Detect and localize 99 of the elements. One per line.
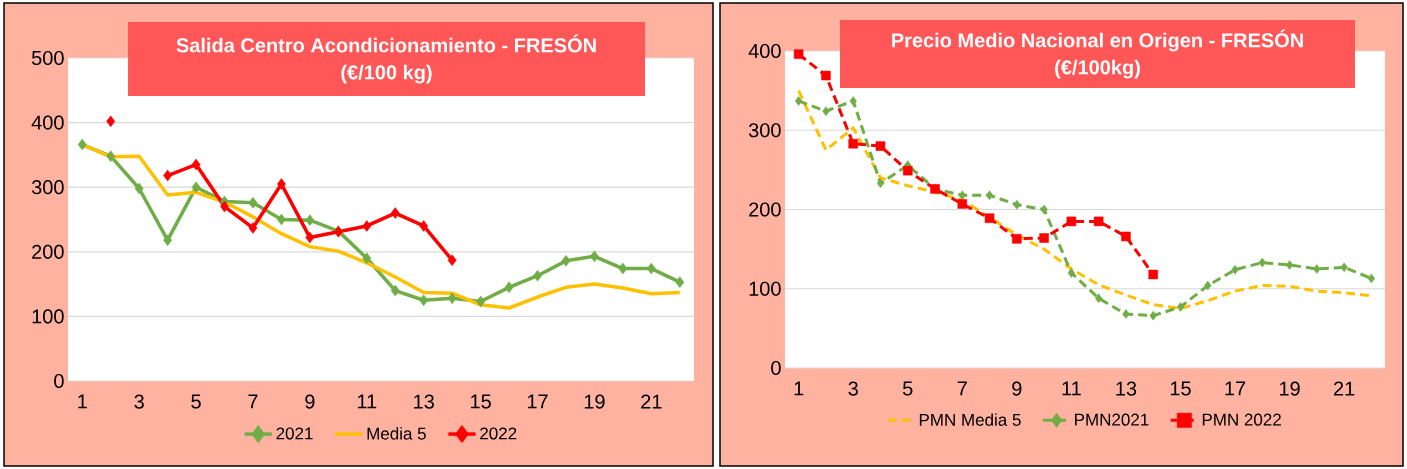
- legend-label: 2022: [480, 427, 517, 440]
- point: [504, 281, 514, 294]
- legend-label: PMN 2022: [1202, 413, 1281, 426]
- point: [1176, 302, 1185, 312]
- point: [305, 231, 315, 244]
- x-tick-label: 5: [902, 381, 913, 396]
- point: [849, 96, 857, 106]
- y-tick-label: 200: [749, 202, 781, 217]
- point: [958, 190, 966, 200]
- point: [191, 181, 201, 193]
- y-tick-label: 300: [748, 123, 781, 138]
- point: [876, 178, 885, 189]
- point: [822, 106, 830, 116]
- point: [984, 213, 995, 223]
- point: [163, 234, 172, 246]
- point: [1095, 293, 1103, 303]
- x-tick-label: 19: [1279, 381, 1300, 396]
- x-tick-label: 7: [957, 381, 967, 396]
- x-tick-label: 11: [357, 394, 377, 409]
- x-tick-label: 9: [305, 394, 315, 409]
- point: [1231, 264, 1239, 275]
- x-tick-label: 1: [78, 394, 87, 409]
- point: [447, 292, 457, 305]
- point: [1122, 309, 1130, 319]
- point: [1013, 199, 1021, 210]
- point: [1149, 310, 1157, 321]
- point: [985, 190, 994, 200]
- point: [277, 178, 286, 190]
- x-tick-label: 21: [1333, 381, 1355, 396]
- point: [1012, 234, 1022, 244]
- point: [134, 182, 144, 195]
- point: [106, 150, 116, 162]
- y-tick-label: 200: [32, 244, 64, 259]
- point: [248, 222, 258, 234]
- x-tick-label: 3: [848, 381, 858, 396]
- y-tick-label: 100: [32, 309, 64, 324]
- point: [903, 165, 913, 176]
- point: [362, 252, 372, 264]
- point: [795, 96, 803, 106]
- x-tick-label: 3: [134, 394, 144, 409]
- point: [1066, 216, 1077, 227]
- point: [1204, 280, 1212, 291]
- x-tick-label: 9: [1012, 381, 1022, 396]
- point: [390, 207, 400, 219]
- legend-label: PMN2021: [1075, 413, 1149, 426]
- legend-label: Media 5: [367, 427, 426, 440]
- point: [447, 254, 457, 266]
- y-tick-label: 0: [54, 373, 64, 389]
- legend-label: 2021: [276, 427, 313, 440]
- x-tick-label: 17: [527, 394, 548, 409]
- x-tick-label: 7: [248, 394, 258, 409]
- x-tick-label: 15: [1170, 381, 1191, 396]
- x-tick-label: 17: [1225, 381, 1246, 396]
- point: [561, 255, 571, 267]
- y-tick-label: 0: [771, 360, 781, 376]
- point: [1067, 268, 1076, 278]
- point: [957, 199, 968, 209]
- x-tick-label: 15: [471, 394, 491, 409]
- point: [1313, 264, 1321, 274]
- point: [77, 138, 87, 151]
- x-tick-label: 19: [584, 394, 605, 409]
- y-tick-label: 400: [31, 115, 64, 130]
- x-tick-label: 13: [414, 394, 434, 409]
- point: [362, 220, 372, 232]
- point: [106, 115, 116, 128]
- point: [1367, 273, 1376, 284]
- point: [191, 158, 201, 171]
- point: [875, 141, 886, 151]
- y-tick-label: 300: [31, 180, 64, 195]
- point: [821, 70, 831, 81]
- y-tick-label: 400: [748, 43, 781, 59]
- point: [1258, 257, 1266, 268]
- chart-title: Salida Centro Acondicionamiento - FRESÓN: [176, 34, 596, 53]
- point: [1340, 262, 1348, 273]
- x-tick-label: 11: [1062, 381, 1081, 396]
- point: [390, 284, 400, 297]
- point: [675, 276, 685, 288]
- legend-label: PMN Media 5: [919, 413, 1021, 426]
- x-tick-label: 5: [191, 394, 201, 409]
- y-tick-label: 100: [749, 281, 781, 296]
- point: [419, 294, 429, 306]
- x-tick-label: 1: [794, 381, 804, 396]
- point: [248, 196, 258, 209]
- point: [1040, 204, 1048, 215]
- point: [848, 138, 858, 149]
- point: [1093, 216, 1104, 227]
- point: [305, 214, 315, 226]
- x-tick-label: 13: [1116, 381, 1137, 396]
- point: [1285, 260, 1294, 270]
- y-tick-label: 500: [31, 50, 64, 66]
- chart-subtitle: (€/100kg): [1055, 59, 1140, 79]
- point: [1121, 231, 1131, 242]
- chart-subtitle: (€/100 kg): [341, 64, 432, 84]
- chart-title: Precio Medio Nacional en Origen - FRESÓN: [892, 29, 1303, 52]
- point: [793, 49, 804, 59]
- x-tick-label: 21: [641, 394, 662, 409]
- point: [1148, 269, 1158, 280]
- point: [1039, 233, 1049, 243]
- point: [419, 220, 429, 232]
